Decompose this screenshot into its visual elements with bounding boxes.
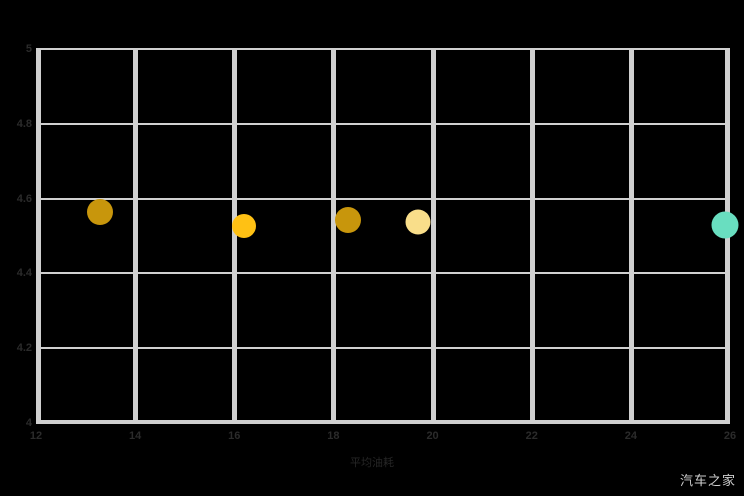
x-tick-label: 20 (426, 430, 439, 442)
x-axis-line (36, 420, 730, 423)
y-tick-label: 4.6 (16, 192, 32, 205)
watermark: 汽车之家 (679, 474, 736, 489)
gridline-horizontal (36, 122, 730, 125)
x-tick-label: 14 (129, 430, 142, 442)
gridline-horizontal (36, 422, 730, 424)
x-tick-label: 26 (723, 430, 737, 442)
plot-area (36, 48, 739, 424)
x-tick-label: 24 (624, 430, 637, 442)
y-tick-label: 4.8 (16, 117, 32, 130)
gridline-vertical (628, 49, 634, 423)
data-point-bubble[interactable] (232, 213, 257, 238)
x-tick-label: 16 (228, 430, 241, 442)
gridline-horizontal (36, 347, 730, 350)
y-tick-label: 4.4 (16, 267, 32, 280)
y-tick-label: 4.2 (16, 342, 32, 355)
data-point-bubble[interactable] (711, 211, 739, 239)
gridline-vertical (331, 49, 337, 423)
gridline-horizontal (36, 272, 730, 275)
y-axis-line (36, 49, 41, 423)
x-axis-title: 平均油耗 (350, 457, 394, 469)
gridline-horizontal (36, 197, 730, 200)
x-tick-label: 12 (29, 430, 43, 442)
x-tick-label: 22 (525, 430, 538, 442)
data-point-bubble[interactable] (87, 198, 114, 225)
gridline-vertical (133, 49, 139, 423)
x-tick-label: 18 (327, 430, 340, 442)
gridline-vertical (430, 49, 436, 423)
gridline-vertical (529, 49, 535, 423)
y-tick-label: 5 (25, 43, 32, 55)
gridline-vertical (232, 49, 238, 423)
data-point-bubble[interactable] (405, 209, 431, 235)
gridline-horizontal (36, 48, 730, 50)
y-tick-label: 4 (25, 417, 32, 429)
data-point-bubble[interactable] (335, 207, 362, 234)
